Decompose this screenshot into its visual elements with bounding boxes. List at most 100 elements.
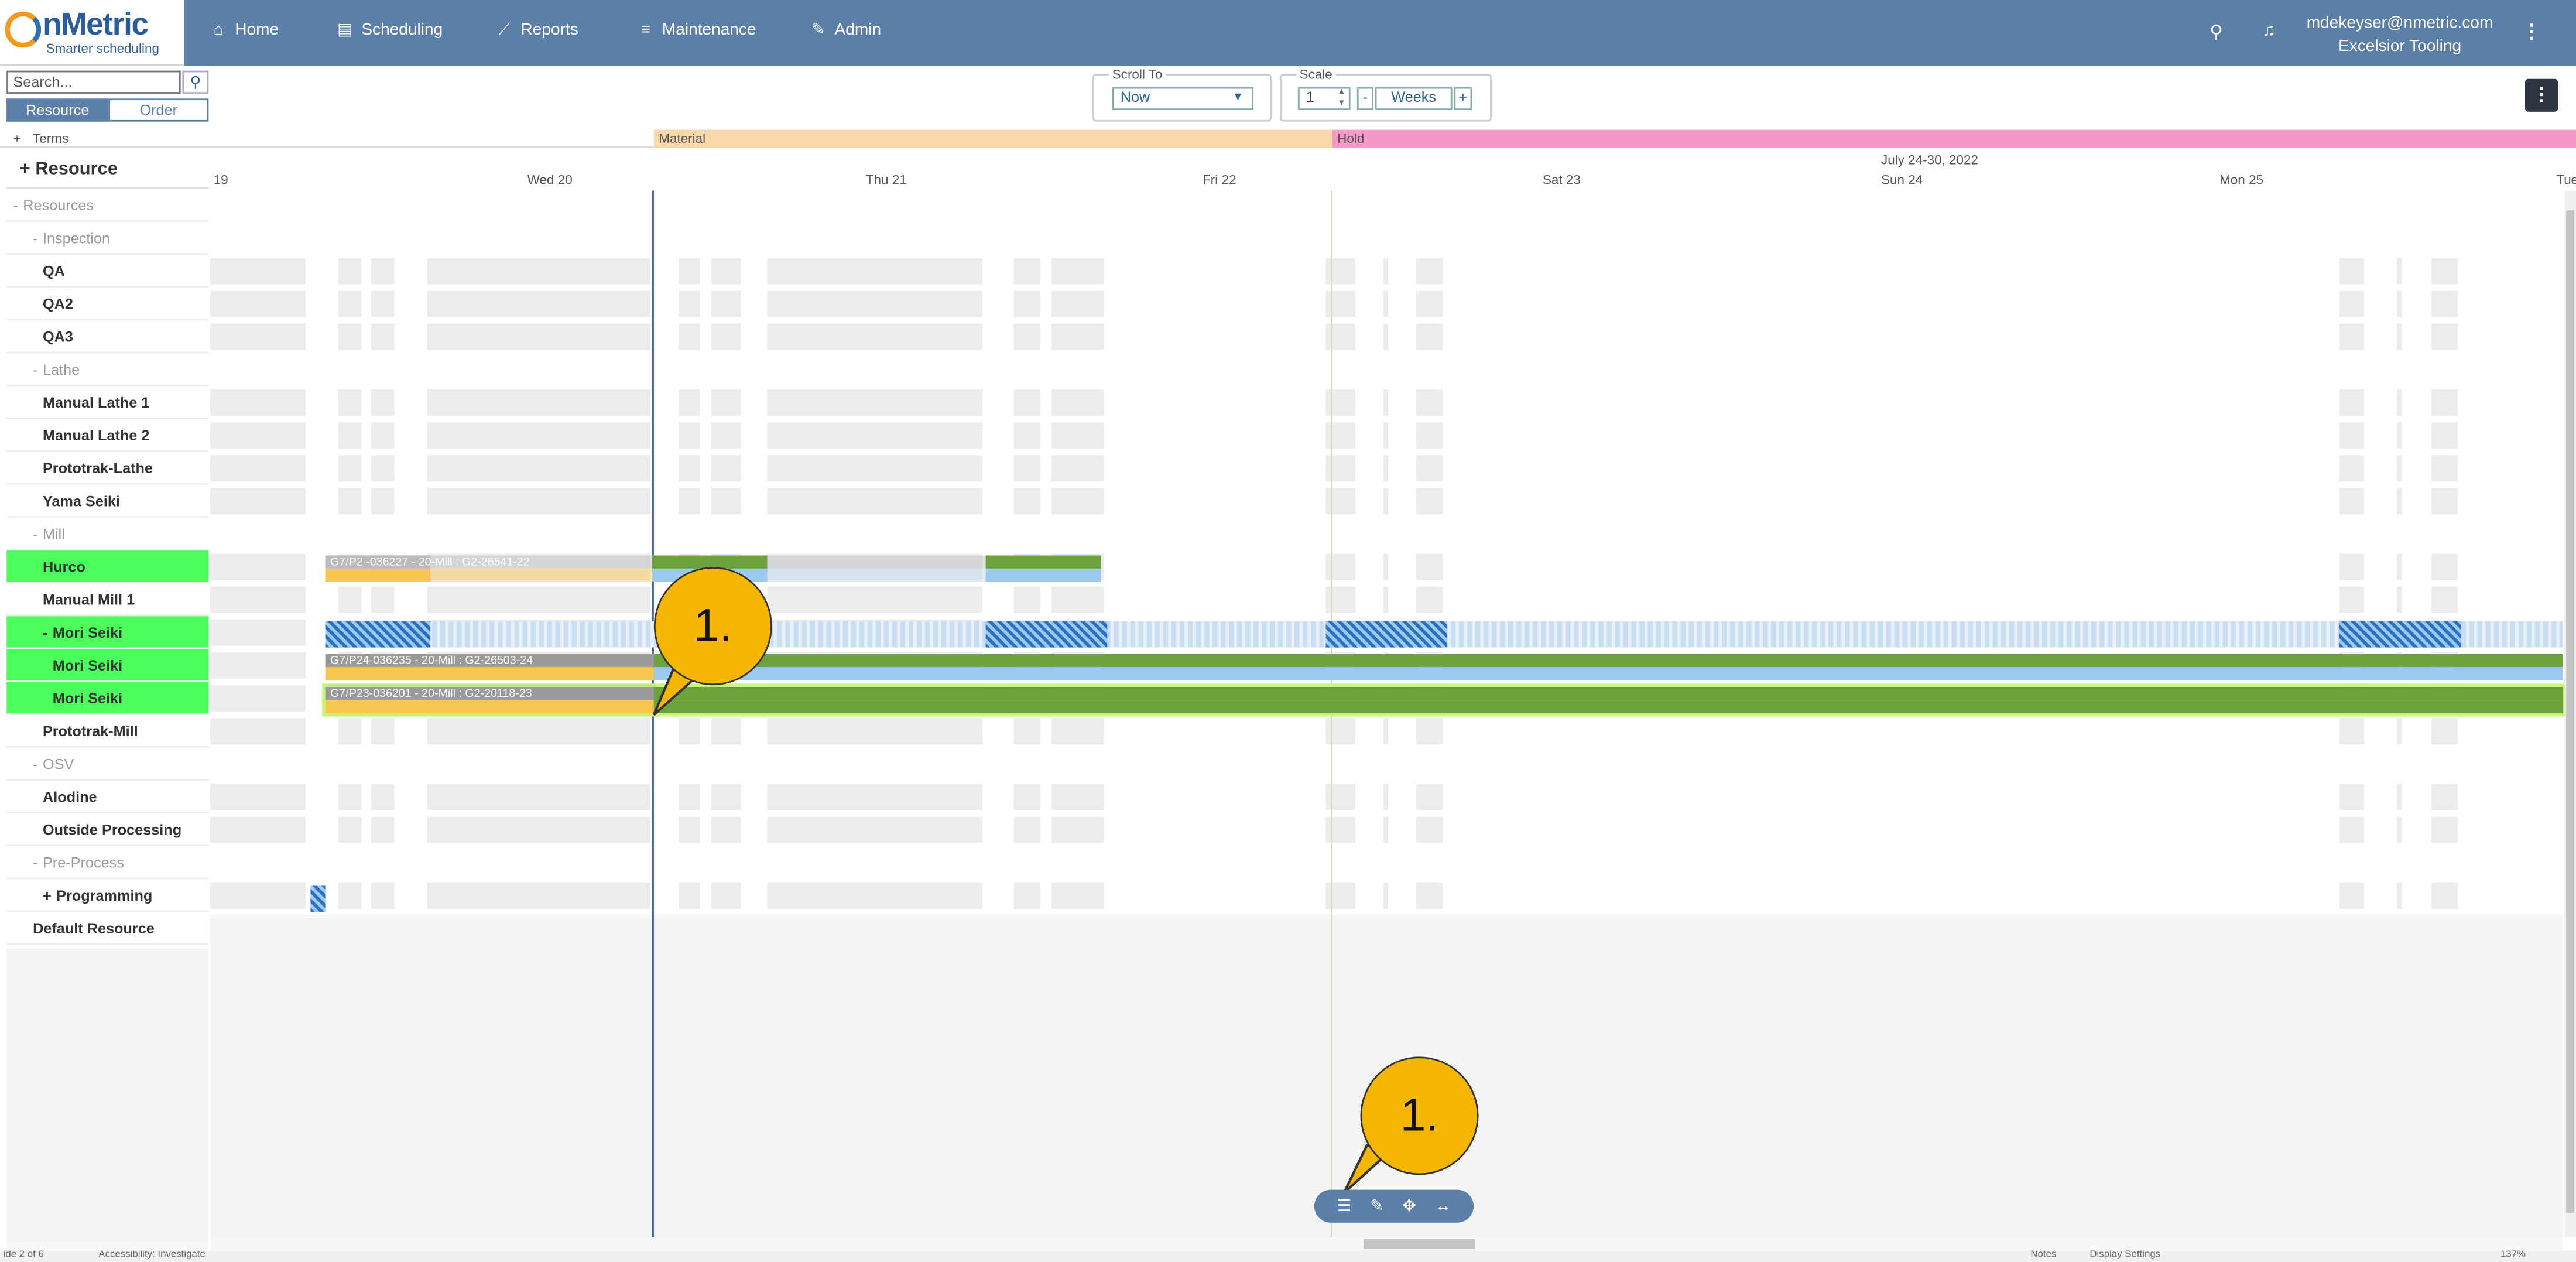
sidebar-row[interactable]: - OSV bbox=[6, 748, 209, 781]
gantt-shift-block bbox=[371, 323, 395, 350]
sidebar-row[interactable]: + Programming bbox=[6, 879, 209, 912]
collapse-icon[interactable]: - bbox=[33, 361, 38, 378]
sidebar-row[interactable]: Alodine bbox=[6, 781, 209, 814]
collapse-icon[interactable]: - bbox=[42, 624, 48, 641]
gantt-bar-hurco-setup[interactable] bbox=[325, 555, 431, 582]
nav-reports[interactable]: ⟋ Reports bbox=[496, 21, 578, 39]
sidebar-scrollbar[interactable] bbox=[6, 1240, 209, 1249]
sidebar-row[interactable]: Manual Mill 1 bbox=[6, 583, 209, 617]
sidebar-row[interactable]: Mori Seiki bbox=[6, 682, 209, 715]
collapse-icon[interactable]: - bbox=[33, 854, 38, 871]
sidebar-row[interactable]: Mori Seiki bbox=[6, 649, 209, 682]
options-menu-button[interactable]: ⋮ bbox=[2525, 78, 2558, 112]
logo-text: nMetric bbox=[42, 8, 149, 43]
status-notes[interactable]: Notes bbox=[2030, 1250, 2057, 1261]
gantt-lane[interactable] bbox=[210, 389, 2563, 416]
move-icon[interactable]: ✥ bbox=[1402, 1197, 1416, 1216]
gantt-shift-block bbox=[711, 882, 741, 909]
tab-resource[interactable]: Resource bbox=[6, 98, 109, 122]
collapse-icon[interactable]: - bbox=[33, 755, 38, 772]
bell-icon[interactable]: ♫ bbox=[2262, 21, 2276, 42]
list-icon[interactable]: ☰ bbox=[1337, 1197, 1352, 1216]
gantt-summary-segment[interactable] bbox=[985, 621, 1108, 648]
term-hold[interactable]: Hold bbox=[1332, 129, 2576, 148]
status-accessibility[interactable]: Accessibility: Investigate bbox=[98, 1250, 205, 1261]
nav-maintenance[interactable]: ≡ Maintenance bbox=[638, 21, 756, 39]
sidebar-row[interactable]: Outside Processing bbox=[6, 813, 209, 847]
term-material[interactable]: Material bbox=[653, 129, 1332, 148]
gantt-bar-hurco-run2-lower[interactable] bbox=[985, 568, 1101, 582]
sidebar-row[interactable]: - Mill bbox=[6, 518, 209, 551]
vertical-scrollbar[interactable] bbox=[2564, 190, 2576, 1238]
sidebar-row[interactable]: - Pre-Process bbox=[6, 846, 209, 880]
gantt-shift-block bbox=[427, 290, 651, 317]
gantt-shift-block bbox=[210, 652, 306, 679]
nav-admin[interactable]: ✎ Admin bbox=[810, 21, 881, 39]
sidebar-row[interactable]: QA bbox=[6, 255, 209, 288]
sidebar-row[interactable]: Default Resource bbox=[6, 912, 209, 945]
sidebar-row[interactable]: QA3 bbox=[6, 320, 209, 354]
sidebar-row[interactable]: - Inspection bbox=[6, 222, 209, 255]
scroll-to-select[interactable]: Now ▼ bbox=[1112, 87, 1254, 111]
gantt-lane[interactable] bbox=[210, 455, 2563, 482]
gantt-lane[interactable] bbox=[210, 784, 2563, 810]
user-info[interactable]: mdekeyser@nmetric.com Excelsior Tooling bbox=[2307, 13, 2493, 59]
gantt-lane[interactable] bbox=[210, 718, 2563, 745]
scale-input[interactable]: 1 ▲ ▼ bbox=[1297, 87, 1351, 111]
status-display-settings[interactable]: Display Settings bbox=[2089, 1250, 2161, 1261]
expand-icon[interactable]: + bbox=[42, 887, 52, 904]
horizontal-scrollbar[interactable] bbox=[210, 1237, 2563, 1251]
search-button[interactable]: ⚲ bbox=[182, 70, 209, 94]
gantt-shift-block bbox=[338, 816, 362, 843]
sidebar-row[interactable]: Prototrak-Lathe bbox=[6, 452, 209, 485]
spinner-icon[interactable]: ▲ ▼ bbox=[1337, 87, 1346, 109]
gantt-bar-hurco-run2[interactable] bbox=[985, 555, 1101, 569]
gantt-summary-segment[interactable] bbox=[325, 621, 431, 648]
gantt-summary-segment[interactable] bbox=[2339, 621, 2461, 648]
collapse-icon[interactable]: - bbox=[33, 230, 38, 247]
gantt-lane[interactable] bbox=[210, 290, 2563, 317]
resize-icon[interactable]: ↔ bbox=[1434, 1197, 1451, 1216]
gantt-shift-block bbox=[2339, 290, 2365, 317]
collapse-icon[interactable]: - bbox=[13, 197, 18, 214]
sidebar-row[interactable]: Manual Lathe 1 bbox=[6, 386, 209, 419]
gantt-lane[interactable] bbox=[210, 422, 2563, 449]
sidebar-row[interactable]: - Mori Seiki bbox=[6, 616, 209, 649]
sidebar-row[interactable]: - Resources bbox=[6, 189, 209, 222]
status-zoom[interactable]: 137% bbox=[2500, 1250, 2526, 1261]
scale-minus-button[interactable]: - bbox=[1356, 87, 1373, 111]
sidebar-row[interactable]: Hurco bbox=[6, 550, 209, 584]
gantt-lane[interactable] bbox=[210, 323, 2563, 350]
logo[interactable]: nMetric Smarter scheduling bbox=[0, 0, 184, 66]
sidebar-row[interactable]: Prototrak-Mill bbox=[6, 715, 209, 748]
gantt-bar-hurco-run[interactable] bbox=[652, 555, 768, 569]
sidebar-row[interactable]: QA2 bbox=[6, 288, 209, 321]
scale-plus-button[interactable]: + bbox=[1454, 87, 1472, 111]
gantt-lane[interactable] bbox=[210, 816, 2563, 843]
gantt-bar-mori-seiki-2[interactable] bbox=[325, 686, 2563, 713]
sidebar-row[interactable]: Yama Seiki bbox=[6, 485, 209, 518]
sidebar-row[interactable]: - Lathe bbox=[6, 353, 209, 387]
search-icon[interactable]: ⚲ bbox=[2210, 23, 2223, 43]
scale-unit-select[interactable]: Weeks bbox=[1375, 87, 1453, 111]
sidebar-row[interactable]: Manual Lathe 2 bbox=[6, 419, 209, 452]
gantt-bar-programming[interactable] bbox=[310, 885, 326, 912]
gantt-shift-block bbox=[1416, 389, 1443, 416]
gantt-lane[interactable] bbox=[210, 586, 2563, 613]
search-input[interactable]: Search... bbox=[6, 70, 181, 94]
nav-home[interactable]: ⌂ Home bbox=[210, 21, 279, 39]
gantt-lane[interactable] bbox=[210, 882, 2563, 909]
gantt-shift-block bbox=[210, 422, 306, 449]
resource-header[interactable]: + Resource bbox=[6, 156, 209, 189]
gantt-shift-block bbox=[2339, 586, 2365, 613]
tab-order[interactable]: Order bbox=[108, 98, 209, 122]
nav-more-icon[interactable]: ⋮ bbox=[2522, 19, 2542, 43]
gantt-lane[interactable] bbox=[210, 258, 2563, 285]
wrench-icon[interactable]: ✎ bbox=[1370, 1197, 1384, 1216]
nav-scheduling[interactable]: ▤ Scheduling bbox=[337, 21, 443, 39]
terms-expand-icon[interactable]: + bbox=[13, 131, 21, 146]
gantt-lane[interactable] bbox=[210, 488, 2563, 515]
gantt-bar-mori-seiki-1[interactable] bbox=[325, 654, 2563, 680]
gantt-summary-segment[interactable] bbox=[1325, 621, 1448, 648]
collapse-icon[interactable]: - bbox=[33, 525, 38, 543]
